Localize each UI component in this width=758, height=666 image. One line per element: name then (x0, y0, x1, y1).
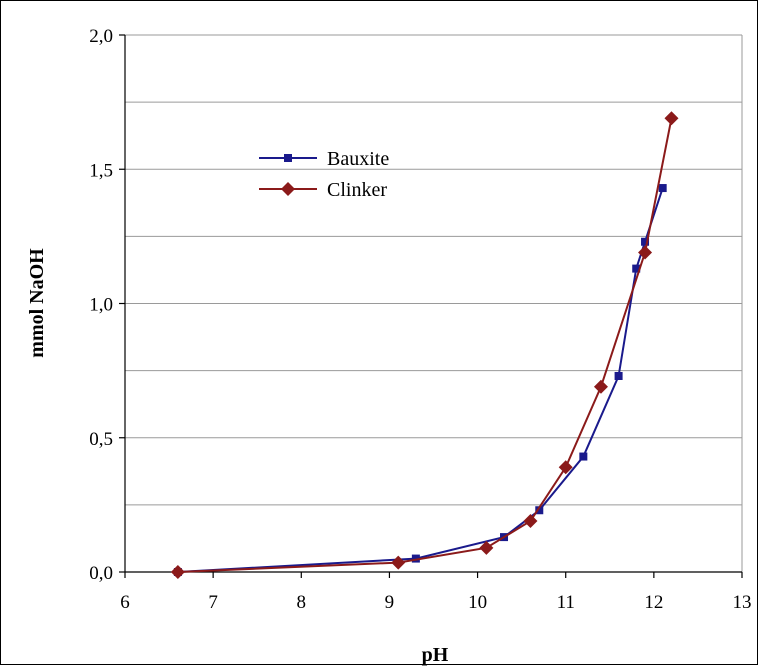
data-point-bauxite (614, 371, 623, 380)
ticks: 6 7 8 9 10 11 12 13 0,0 0,5 1,0 1,5 2,0 (89, 26, 751, 613)
series-line-clinker (177, 118, 673, 573)
data-point-clinker (638, 245, 653, 260)
data-point-clinker (523, 513, 538, 528)
y-tick-label: 0,5 (89, 429, 113, 450)
data-point-bauxite (411, 554, 420, 563)
series-line-bauxite (177, 187, 664, 573)
grid (125, 34, 743, 572)
data-point-bauxite (632, 264, 641, 273)
x-tick-label: 12 (644, 592, 663, 613)
y-tick-label: 1,5 (89, 160, 113, 181)
legend-label-bauxite: Bauxite (327, 148, 389, 170)
y-tick-label: 0,0 (89, 563, 113, 584)
legend: Bauxite Clinker (259, 148, 389, 201)
data-point-bauxite (658, 184, 667, 193)
data-point-clinker (479, 540, 494, 555)
data-point-clinker (391, 555, 406, 570)
y-axis-title: mmol NaOH (26, 248, 48, 358)
x-tick-label: 11 (557, 592, 575, 613)
data-point-bauxite (535, 506, 544, 515)
legend-item-bauxite: Bauxite (259, 148, 389, 170)
data-point-clinker (170, 565, 185, 579)
legend-marker-clinker (281, 182, 295, 196)
x-tick-label: 10 (468, 592, 487, 613)
legend-marker-bauxite (284, 154, 292, 162)
series-bauxite (173, 184, 667, 576)
series (170, 111, 679, 579)
y-tick-label: 1,0 (89, 295, 113, 316)
x-axis-title: pH (422, 644, 449, 666)
data-point-bauxite (641, 237, 650, 246)
series-clinker (170, 111, 679, 579)
data-point-clinker (664, 111, 679, 126)
data-point-clinker (558, 460, 573, 475)
x-tick-label: 7 (208, 592, 218, 613)
x-tick-label: 13 (733, 592, 752, 613)
data-point-bauxite (579, 452, 588, 461)
x-tick-label: 8 (297, 592, 307, 613)
y-tick-label: 2,0 (89, 26, 113, 47)
legend-label-clinker: Clinker (327, 179, 387, 201)
x-tick-label: 6 (120, 592, 130, 613)
data-point-clinker (593, 379, 608, 394)
x-tick-label: 9 (385, 592, 395, 613)
legend-item-clinker: Clinker (259, 179, 387, 201)
